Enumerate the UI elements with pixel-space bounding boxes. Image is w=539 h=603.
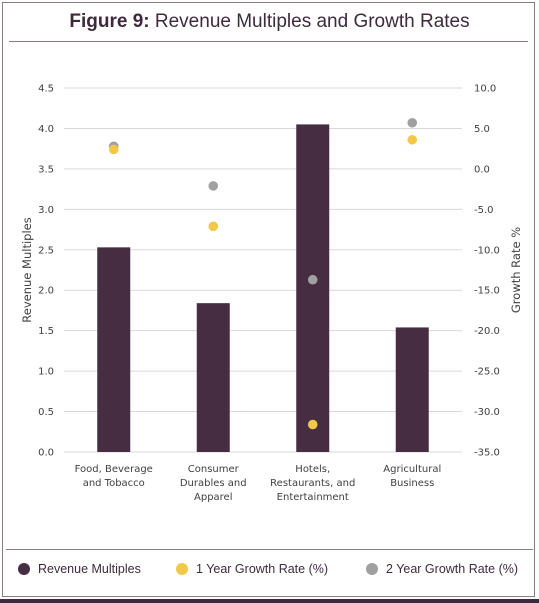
- legend-label-two-year: 2 Year Growth Rate (%): [386, 562, 519, 576]
- legend-item-revenue: Revenue Multiples: [18, 562, 141, 576]
- y2-tick-label: 5.0: [474, 124, 490, 135]
- y-tick-label: 0.0: [38, 448, 54, 459]
- x-category-label: Restaurants, and: [270, 478, 355, 489]
- point-one-year-growth: [407, 134, 418, 145]
- y2-tick-label: -15.0: [474, 286, 500, 297]
- y2-tick-label: -20.0: [474, 326, 500, 337]
- chart-area: 0.0 0.5 1.0 1.5 2.0 2.5 3.0 3.5 4.0 4.5 -35.0 -30.0…: [20, 84, 523, 504]
- x-category-label: Food, Beverage: [75, 464, 153, 475]
- y-axis-title: Revenue Multiples: [20, 217, 34, 322]
- legend-marker-revenue: [18, 563, 30, 575]
- y2-tick-label: 10.0: [474, 84, 496, 95]
- x-category-label: Agricultural: [383, 464, 441, 475]
- point-one-year-growth: [108, 144, 119, 155]
- x-category-label: Durables and: [180, 478, 247, 489]
- bar-revenue-multiple: [296, 124, 330, 453]
- y-tick-label: 2.0: [38, 286, 54, 297]
- y-tick-label: 3.0: [38, 205, 54, 216]
- x-category-label: Entertainment: [277, 492, 349, 503]
- x-category-label: Consumer: [188, 464, 240, 475]
- legend: Revenue Multiples 1 Year Growth Rate (%)…: [0, 562, 533, 582]
- y2-tick-label: -10.0: [474, 245, 500, 256]
- figure-title-text: Revenue Multiples and Growth Rates: [154, 11, 470, 32]
- y-tick-label: 3.5: [38, 164, 54, 175]
- figure-frame: Figure 9: Revenue Multiples and Growth R…: [2, 2, 535, 597]
- legend-divider: [6, 549, 533, 550]
- y-tick-label: 0.5: [38, 407, 54, 418]
- y2-tick-label: -30.0: [474, 407, 500, 418]
- y-tick-label: 1.5: [38, 326, 54, 337]
- legend-item-one-year: 1 Year Growth Rate (%): [176, 562, 328, 576]
- x-category-label: Hotels,: [295, 464, 330, 475]
- y-tick-label: 4.5: [38, 84, 54, 95]
- legend-item-two-year: 2 Year Growth Rate (%): [366, 562, 518, 576]
- point-two-year-growth: [407, 117, 418, 128]
- footer-bar: [0, 599, 539, 603]
- figure-title: Figure 9: Revenue Multiples and Growth R…: [3, 11, 536, 33]
- point-one-year-growth: [307, 419, 318, 430]
- bar-revenue-multiple: [97, 247, 131, 452]
- bar-revenue-multiple: [395, 327, 429, 452]
- x-category-label: Apparel: [194, 492, 233, 503]
- y2-tick-label: -25.0: [474, 367, 500, 378]
- legend-marker-one-year: [176, 563, 188, 575]
- y2-tick-label: 0.0: [474, 164, 490, 175]
- y2-axis-title: Growth Rate %: [509, 227, 523, 313]
- y-tick-label: 2.5: [38, 245, 54, 256]
- y2-tick-label: -5.0: [474, 205, 494, 216]
- point-two-year-growth: [307, 274, 318, 285]
- legend-marker-two-year: [366, 563, 378, 575]
- x-category-label: Business: [390, 478, 434, 489]
- point-two-year-growth: [208, 181, 219, 191]
- title-divider: [9, 41, 528, 42]
- y2-tick-label: -35.0: [474, 448, 500, 459]
- figure-label: Figure 9:: [69, 11, 150, 32]
- legend-label-one-year: 1 Year Growth Rate (%): [196, 562, 329, 576]
- point-one-year-growth: [208, 221, 219, 232]
- legend-label-revenue: Revenue Multiples: [38, 562, 141, 576]
- y-tick-label: 4.0: [38, 124, 54, 135]
- x-category-label: and Tobacco: [83, 478, 145, 489]
- bar-revenue-multiple: [196, 303, 230, 452]
- y-tick-label: 1.0: [38, 367, 54, 378]
